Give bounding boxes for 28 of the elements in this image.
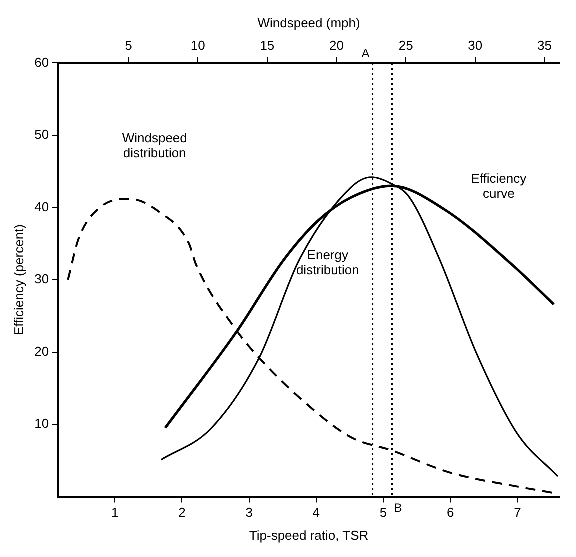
ref-line-label: A: [362, 46, 370, 61]
x2-tick-label: 15: [260, 38, 275, 53]
y-tick-label: 50: [34, 127, 50, 142]
x-tick-label: 3: [246, 505, 253, 520]
ref-line-label: B: [394, 501, 402, 516]
x2-axis-title: Windspeed (mph): [258, 15, 360, 30]
x-tick-label: 6: [447, 505, 454, 520]
y-tick-label: 40: [34, 199, 50, 214]
x2-tick-label: 25: [398, 38, 414, 53]
y-tick-label: 60: [34, 54, 50, 70]
series-label: Efficiency curve: [471, 170, 528, 201]
x-axis-title: Tip-speed ratio, TSR: [249, 528, 369, 543]
y-tick-label: 30: [34, 272, 50, 287]
x2-tick-label: 10: [190, 38, 206, 53]
x2-tick-label: 30: [468, 38, 483, 53]
x-tick-label: 4: [312, 505, 320, 520]
series-label: Energy distribution: [296, 247, 360, 278]
text: Windspeed distribution: [122, 130, 188, 161]
y-tick-label: 10: [34, 416, 50, 432]
x-tick-label: 2: [178, 505, 186, 520]
x-tick-label: 1: [111, 505, 119, 520]
y-axis-title: Efficiency (percent): [11, 224, 26, 336]
y-tick-label: 20: [34, 344, 50, 359]
x2-tick-label: 20: [330, 38, 344, 53]
x2-tick-label: 5: [125, 38, 132, 53]
x2-tick-label: 35: [538, 38, 552, 53]
x-tick-label: 5: [380, 505, 388, 520]
x-tick-label: 7: [514, 505, 522, 520]
